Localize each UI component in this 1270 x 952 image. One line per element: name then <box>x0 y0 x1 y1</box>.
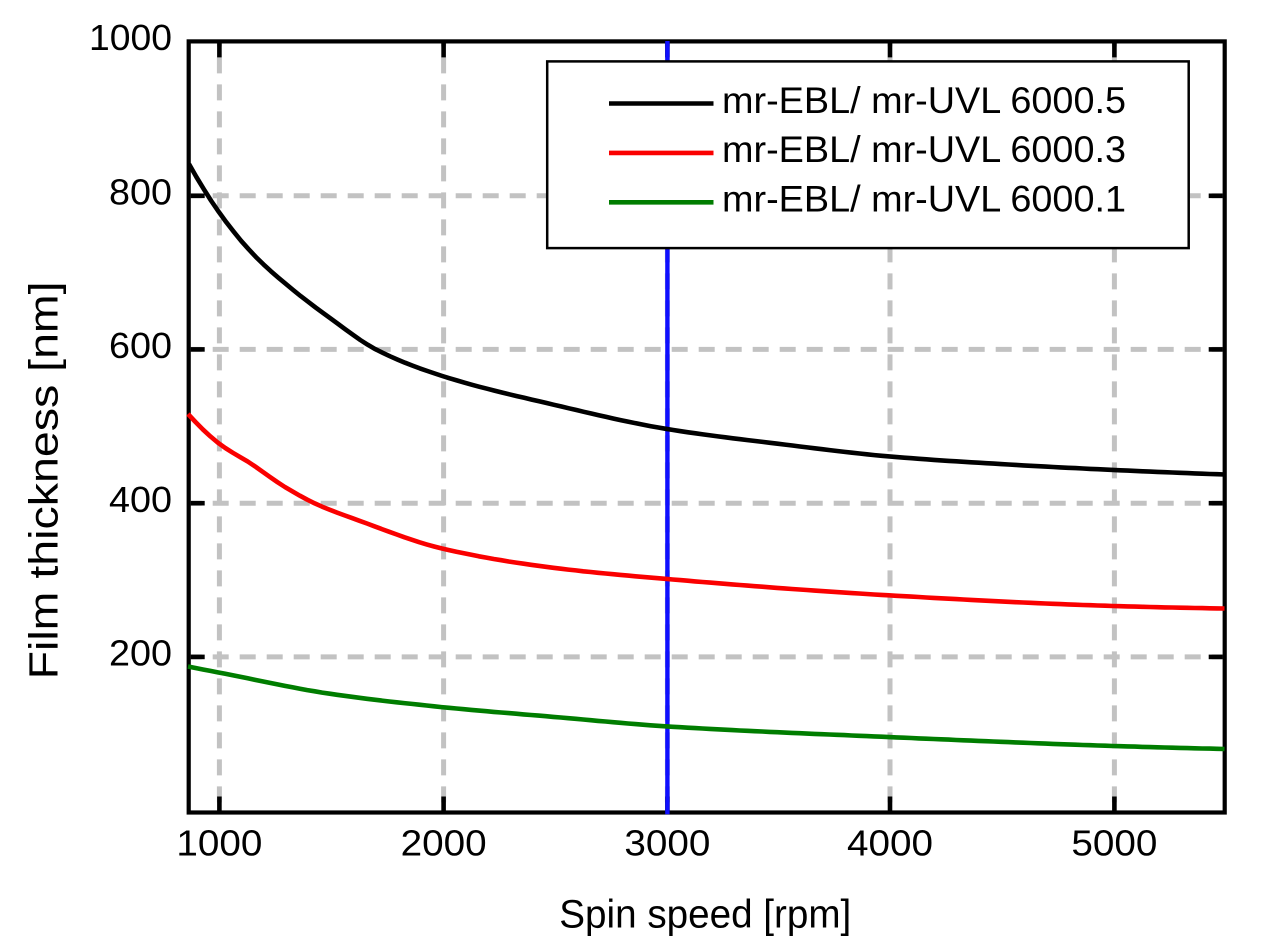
svg-text:4000: 4000 <box>847 823 933 864</box>
svg-text:400: 400 <box>109 479 172 520</box>
svg-text:600: 600 <box>109 325 172 366</box>
svg-text:5000: 5000 <box>1071 823 1157 864</box>
svg-text:Film thickness [nm]: Film thickness [nm] <box>21 281 67 679</box>
svg-text:3000: 3000 <box>624 823 710 864</box>
svg-text:mr-EBL/ mr-UVL 6000.5: mr-EBL/ mr-UVL 6000.5 <box>722 80 1126 121</box>
svg-text:2000: 2000 <box>401 823 487 864</box>
svg-text:1000: 1000 <box>89 17 172 58</box>
svg-text:mr-EBL/ mr-UVL 6000.1: mr-EBL/ mr-UVL 6000.1 <box>722 179 1126 220</box>
svg-text:800: 800 <box>109 172 172 213</box>
svg-text:1000: 1000 <box>176 823 262 864</box>
svg-text:200: 200 <box>109 633 172 674</box>
svg-text:mr-EBL/ mr-UVL 6000.3: mr-EBL/ mr-UVL 6000.3 <box>722 129 1126 170</box>
svg-text:Spin speed [rpm]: Spin speed [rpm] <box>559 893 851 937</box>
